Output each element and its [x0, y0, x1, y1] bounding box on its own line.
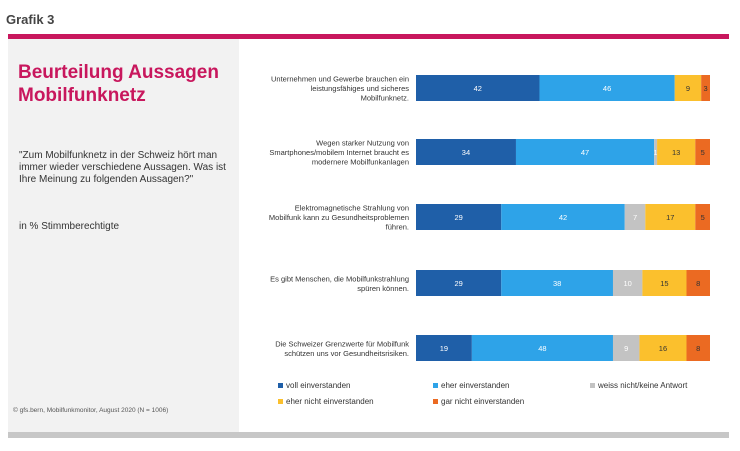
value-label: 34 — [462, 148, 470, 157]
value-label: 15 — [660, 279, 668, 288]
bar-segment — [416, 270, 502, 296]
legend-label: eher nicht einverstanden — [286, 397, 374, 406]
category-label: Es gibt Menschen, die Mobilfunkstrahlung… — [270, 274, 409, 293]
survey-question: "Zum Mobilfunknetz in der Schweiz hört m… — [19, 150, 226, 185]
value-label: 19 — [440, 344, 448, 353]
value-label: 9 — [686, 84, 690, 93]
legend-label: voll einverstanden — [286, 381, 350, 390]
category-label: Elektromagnetische Strahlung von Mobilfun… — [269, 204, 409, 232]
bar-segment — [645, 204, 696, 230]
bar-segment — [539, 75, 675, 101]
value-label: 9 — [624, 344, 628, 353]
bar-segment — [515, 139, 655, 165]
bar-segment — [642, 270, 687, 296]
value-label: 5 — [701, 148, 705, 157]
value-label: 42 — [474, 84, 482, 93]
bar-segment — [686, 335, 710, 361]
legend-swatch — [433, 383, 438, 388]
bar-segment — [624, 204, 646, 230]
value-label: 13 — [672, 148, 680, 157]
legend-label: gar nicht einverstanden — [441, 397, 524, 406]
value-label: 8 — [696, 344, 700, 353]
unit-note: in % Stimmberechtigte — [19, 221, 120, 232]
source-note: © gfs.bern, Mobilfunkmonitor, August 202… — [13, 407, 169, 414]
legend-label: eher einverstanden — [441, 381, 510, 390]
value-label: 8 — [696, 279, 700, 288]
value-label: 29 — [454, 279, 462, 288]
legend-label: weiss nicht/keine Antwort — [597, 381, 688, 390]
legend-swatch — [278, 383, 283, 388]
bar-segment — [416, 139, 516, 165]
category-label: Wegen starker Nutzung von Smartphones/mob… — [269, 139, 409, 167]
bar-segment — [501, 270, 613, 296]
left-panel: Beurteilung Aussagen Mobilfunknetz "Zum … — [8, 39, 239, 432]
value-label: 17 — [666, 213, 674, 222]
bar-segment — [654, 139, 658, 165]
bar-segment — [695, 139, 710, 165]
legend-swatch — [433, 399, 438, 404]
bar-segment — [612, 270, 643, 296]
value-label: 29 — [454, 213, 462, 222]
legend-swatch — [278, 399, 283, 404]
bar-segment — [639, 335, 687, 361]
category-label: Die Schweizer Grenzwerte für Mobilfunk sc… — [275, 339, 409, 358]
bar-segment — [657, 139, 696, 165]
value-label: 48 — [538, 344, 546, 353]
value-label: 1 — [654, 148, 658, 157]
bar-segment — [416, 335, 472, 361]
figure-label: Grafik 3 — [6, 12, 55, 27]
chart-title-line-2: Mobilfunknetz — [18, 85, 146, 106]
category-label: Unternehmen und Gewerbe brauchen ein leis… — [271, 75, 409, 103]
value-label: 5 — [701, 213, 705, 222]
bar-segment — [701, 75, 710, 101]
value-label: 47 — [581, 148, 589, 157]
bar-segment — [416, 75, 540, 101]
bottom-rule — [8, 432, 729, 438]
bar-segment — [686, 270, 710, 296]
legend-swatch — [590, 383, 595, 388]
value-label: 16 — [659, 344, 667, 353]
value-label: 38 — [553, 279, 561, 288]
value-label: 10 — [624, 279, 632, 288]
value-label: 42 — [559, 213, 567, 222]
value-label: 46 — [603, 84, 611, 93]
bar-segment — [695, 204, 710, 230]
bar-segment — [471, 335, 613, 361]
bar-segment — [501, 204, 625, 230]
value-label: 7 — [633, 213, 637, 222]
bar-segment — [416, 204, 502, 230]
value-label: 3 — [704, 84, 708, 93]
bar-segment — [674, 75, 702, 101]
chart-title-line-1: Beurteilung Aussagen — [18, 62, 219, 83]
top-accent-rule — [8, 34, 729, 39]
chart-title: Beurteilung Aussagen Mobilfunknetz — [18, 61, 233, 107]
bar-segment — [612, 335, 640, 361]
